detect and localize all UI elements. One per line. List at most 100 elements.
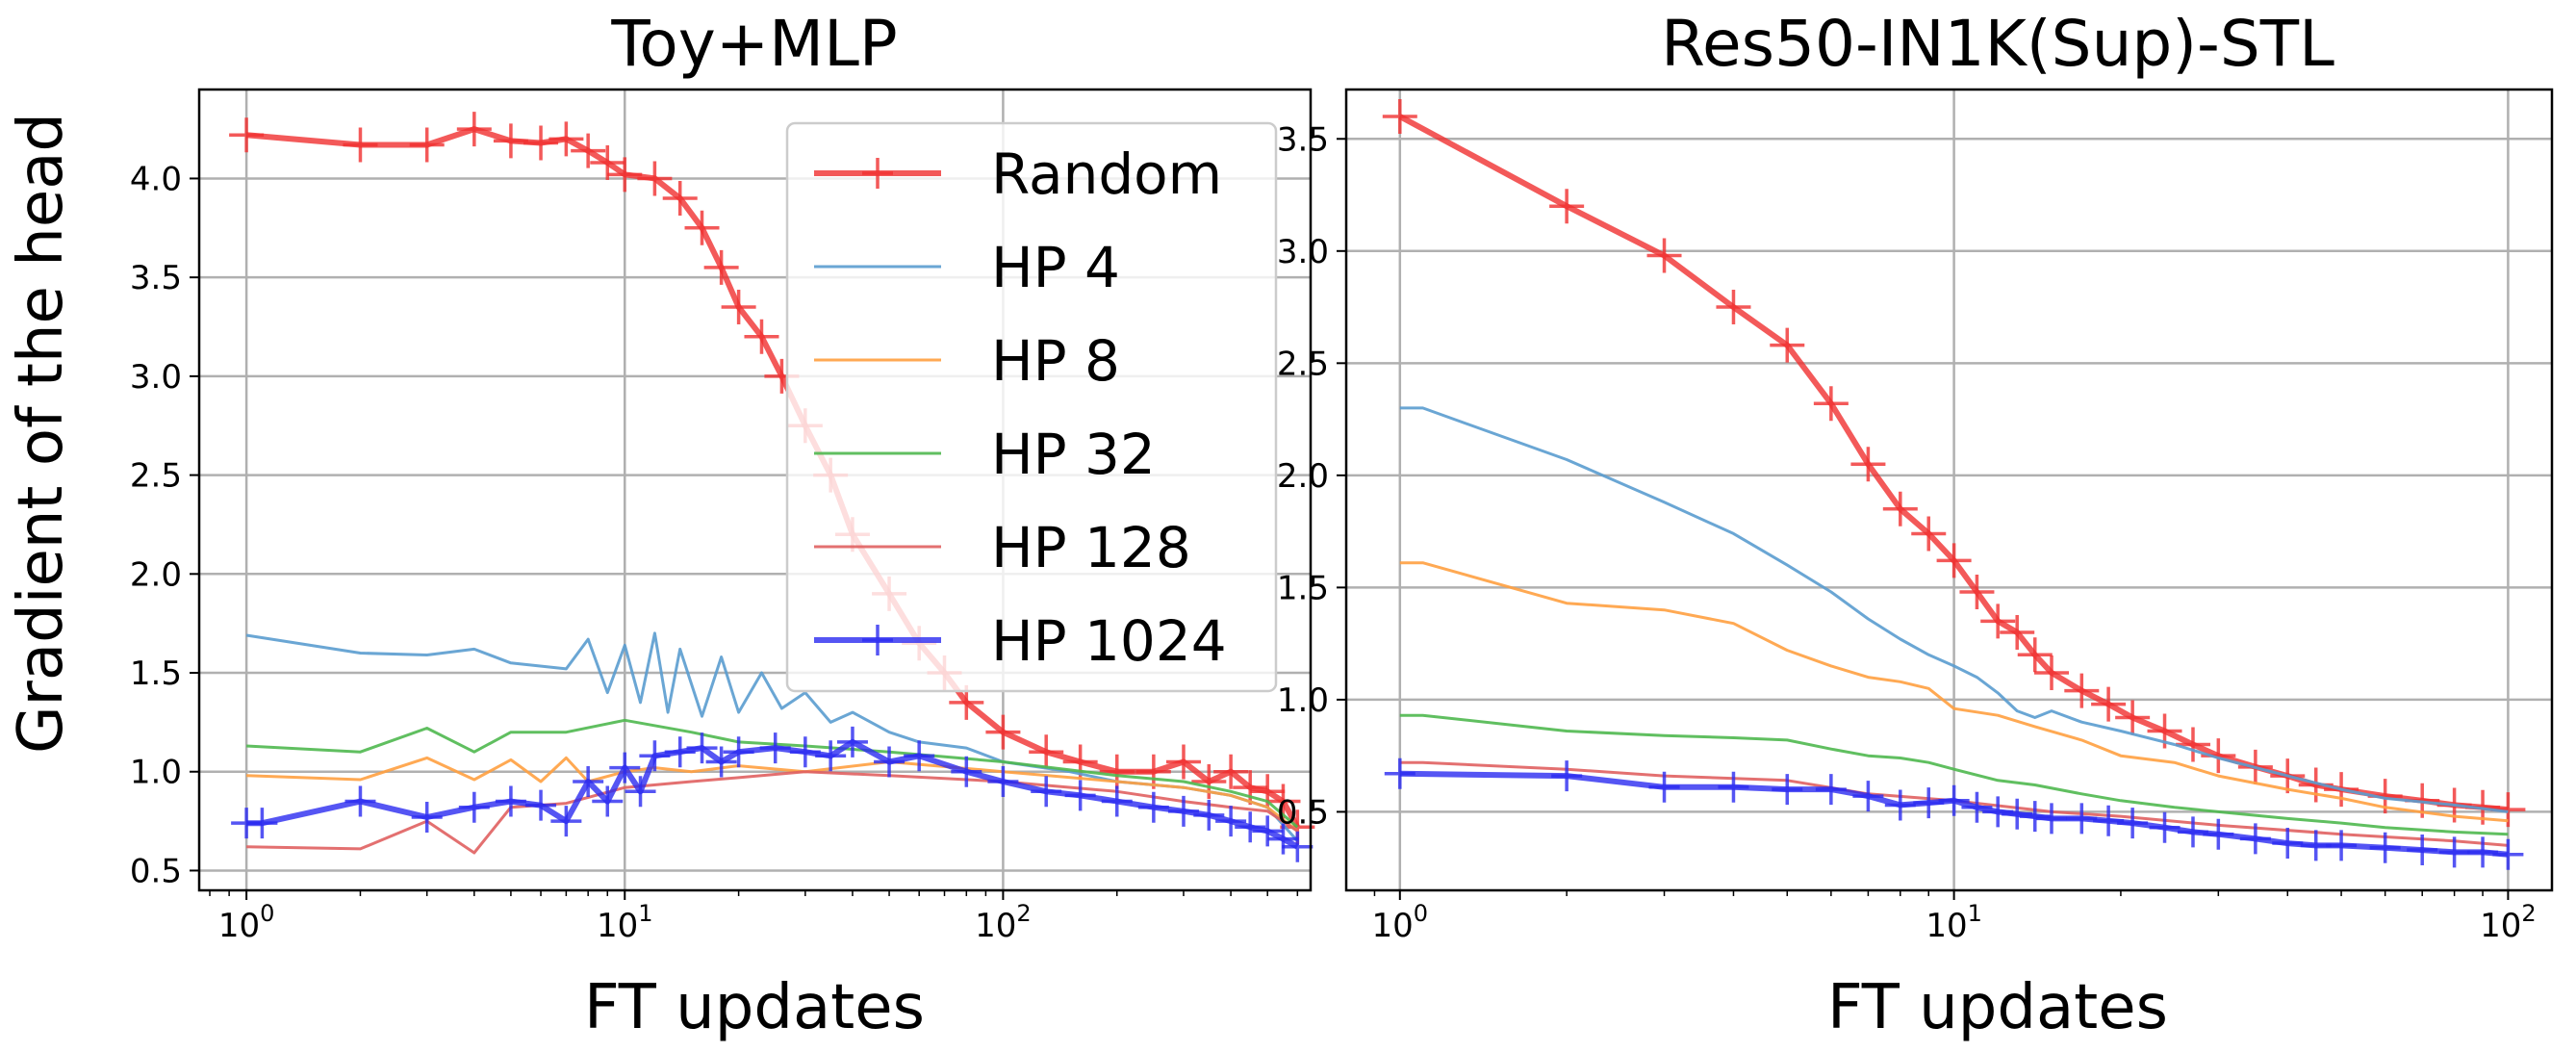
- data-point: [1384, 758, 1416, 789]
- data-point: [1852, 781, 1884, 812]
- data-point: [874, 746, 905, 778]
- data-point: [2117, 808, 2149, 839]
- data-point: [1718, 771, 1749, 803]
- plot-frame: [1344, 88, 2554, 892]
- data-point: [2019, 801, 2051, 833]
- chart-title: Toy+MLP: [610, 7, 897, 81]
- y-tick-label: 0.5: [130, 852, 182, 890]
- data-point: [789, 736, 821, 768]
- x-tick-label: 102: [2480, 900, 2537, 945]
- data-point: [1029, 734, 1064, 770]
- legend-entries: Random HP 4 HP 8 HP 32 HP 128 HP 1024: [814, 141, 1227, 674]
- series-hp-1024: [1384, 758, 2524, 870]
- data-point: [2438, 836, 2470, 868]
- data-point: [1648, 771, 1680, 803]
- y-tick-label: 3.5: [1277, 120, 1329, 159]
- series-hp-1024: [231, 726, 1314, 862]
- y-tick-label: 0.5: [1277, 793, 1329, 832]
- legend-label: HP 1024: [991, 608, 1227, 674]
- data-point: [703, 249, 739, 285]
- y-tick-label: 2.0: [1277, 457, 1329, 496]
- series-layer: [1382, 98, 2526, 870]
- data-point: [985, 714, 1021, 750]
- data-point: [1982, 796, 2014, 828]
- data-point: [571, 133, 606, 168]
- data-point: [1265, 783, 1301, 819]
- chart-panel-res50: Res50-IN1K(Sup)-STL 0.5 1.0 1.5 2.0 2.5 3.0 3.…: [1277, 7, 2554, 1043]
- data-point: [705, 746, 737, 778]
- data-point: [1193, 799, 1225, 831]
- data-point: [1135, 754, 1171, 789]
- data-point: [2467, 836, 2499, 868]
- data-point: [987, 766, 1019, 798]
- data-point: [609, 752, 641, 783]
- data-point: [1165, 744, 1201, 780]
- x-tick-exponent: 1: [638, 900, 652, 927]
- data-point: [662, 180, 698, 216]
- y-tick-label: 2.0: [130, 555, 182, 594]
- legend-entry-hp-128: HP 128: [814, 515, 1191, 580]
- data-point: [1913, 787, 1945, 819]
- y-tick-label: 3.0: [1277, 233, 1329, 271]
- data-point: [1646, 238, 1682, 273]
- x-tick-base: 10: [218, 907, 260, 945]
- data-point: [1884, 789, 1916, 821]
- data-point: [1099, 754, 1135, 789]
- legend-label: HP 8: [991, 328, 1120, 394]
- data-point: [1267, 823, 1299, 855]
- data-point: [573, 766, 604, 798]
- data-point: [744, 319, 779, 354]
- x-axis-label: FT updates: [584, 972, 925, 1043]
- data-point: [525, 789, 557, 821]
- series-line-hp-4: [1399, 406, 2509, 813]
- y-tick-label: 3.0: [130, 358, 182, 397]
- data-point: [2091, 686, 2127, 722]
- chart-title: Res50-IN1K(Sup)-STL: [1661, 7, 2334, 81]
- data-point: [2239, 823, 2271, 855]
- y-tick-label: 1.0: [1277, 681, 1329, 720]
- x-tick-base: 10: [2480, 907, 2521, 945]
- series-line-hp-32: [1399, 713, 2509, 836]
- data-point: [2203, 818, 2234, 850]
- data-point: [2149, 811, 2181, 843]
- data-point: [2017, 637, 2053, 673]
- data-point: [1770, 327, 1805, 363]
- legend-marker: [862, 158, 893, 189]
- legend-frame: [785, 121, 1278, 693]
- x-tick-label: 100: [218, 900, 275, 945]
- legend: Random HP 4 HP 8 HP 32 HP 128 HP 1024: [785, 121, 1278, 693]
- x-tick-base: 10: [1372, 907, 1414, 945]
- grid-lines: [1346, 90, 2552, 890]
- data-point: [1850, 447, 1886, 482]
- data-point: [1215, 806, 1247, 837]
- data-point: [1137, 791, 1169, 823]
- data-point: [639, 740, 671, 772]
- data-point: [637, 161, 673, 196]
- legend-entry-hp-8: HP 8: [814, 328, 1120, 394]
- y-tick-label: 2.5: [130, 457, 182, 496]
- legend-entry-hp-1024: HP 1024: [814, 608, 1227, 674]
- data-point: [1772, 774, 1803, 806]
- series-line-hp-8: [1399, 561, 2509, 823]
- plot-frame: [197, 88, 1313, 892]
- x-tick-base: 10: [1926, 907, 1967, 945]
- legend-entry-hp-32: HP 32: [814, 422, 1156, 487]
- legend-entry-hp-4: HP 4: [814, 235, 1120, 300]
- x-tick-label: 101: [1926, 900, 1982, 945]
- y-tick-label: 1.5: [130, 655, 182, 693]
- x-tick-label: 102: [975, 900, 1032, 945]
- data-point: [2036, 803, 2067, 835]
- x-tick-label: 100: [1372, 900, 1429, 945]
- x-tick-label: 101: [597, 900, 653, 945]
- data-point: [1716, 290, 1751, 325]
- data-point: [1031, 776, 1062, 808]
- data-point: [1235, 811, 1266, 843]
- y-tick-label: 1.0: [130, 754, 182, 792]
- data-point: [721, 289, 756, 324]
- x-tick-exponent: 2: [1016, 900, 1031, 927]
- data-point: [2272, 828, 2304, 860]
- data-point: [550, 806, 582, 837]
- data-point: [495, 785, 526, 817]
